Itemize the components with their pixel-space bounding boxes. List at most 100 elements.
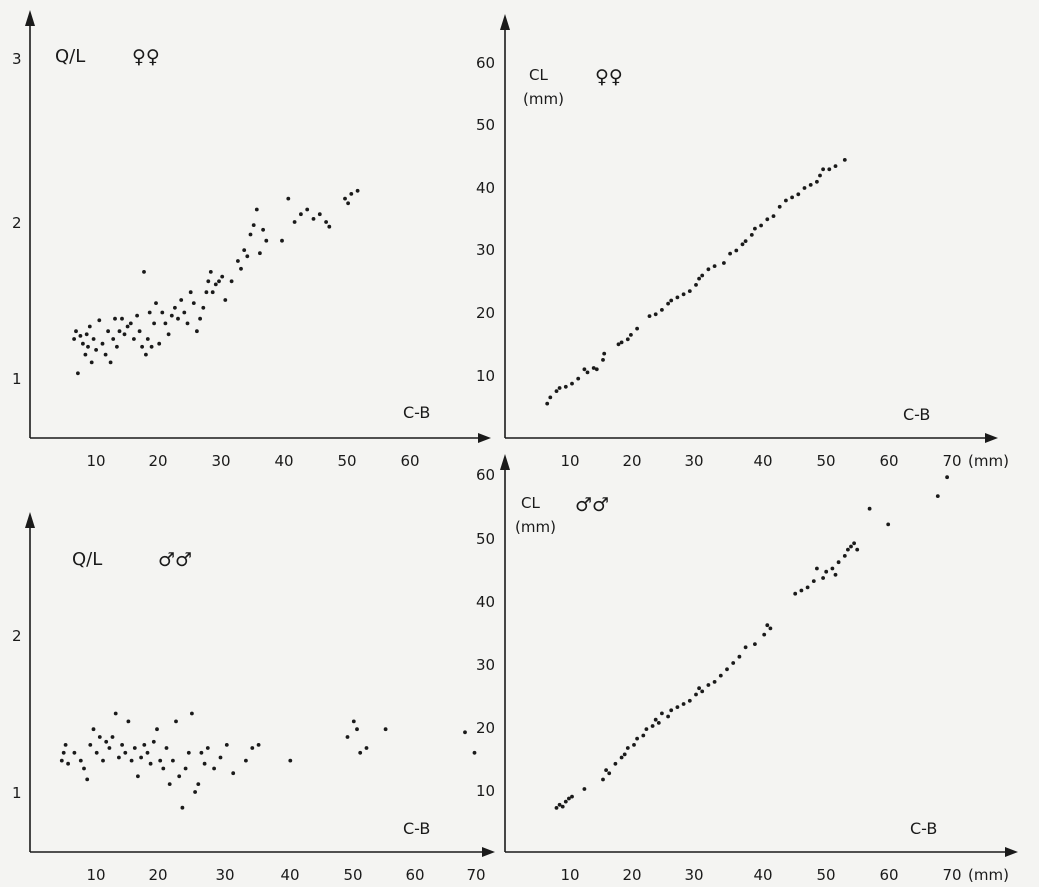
data-point xyxy=(327,224,332,229)
x-tick-label: 40 xyxy=(274,452,293,470)
x-tick-label: 40 xyxy=(753,452,772,470)
data-point xyxy=(174,719,178,724)
data-point xyxy=(554,389,559,393)
data-point xyxy=(171,758,175,763)
x-axis-arrow xyxy=(1005,847,1018,857)
data-point xyxy=(82,766,86,771)
data-point xyxy=(833,164,838,169)
data-point xyxy=(220,274,225,279)
data-point xyxy=(349,192,354,196)
x-tick-label: 30 xyxy=(211,452,230,470)
data-point xyxy=(790,195,794,200)
data-point xyxy=(355,727,359,732)
x-axis-arrow xyxy=(478,433,491,443)
data-point xyxy=(383,727,388,732)
y-tick-label: 10 xyxy=(476,782,495,800)
data-point xyxy=(827,167,832,172)
data-point xyxy=(157,341,162,346)
x-tick-label: 60 xyxy=(879,866,898,884)
data-point xyxy=(61,750,66,755)
x-tick-label: 50 xyxy=(816,452,835,470)
data-point xyxy=(91,727,96,732)
data-point xyxy=(59,758,64,763)
data-point xyxy=(811,579,816,583)
x-axis-arrow xyxy=(985,433,998,443)
data-point xyxy=(185,321,190,326)
data-point xyxy=(117,329,122,334)
y-tick-label: 40 xyxy=(476,593,495,611)
data-point xyxy=(182,310,187,315)
data-point xyxy=(317,212,322,217)
data-point xyxy=(616,342,621,347)
data-point xyxy=(842,158,847,162)
data-point xyxy=(601,358,605,362)
data-point xyxy=(675,705,680,709)
data-point xyxy=(808,183,813,187)
data-point xyxy=(264,238,269,243)
data-point xyxy=(641,733,646,738)
data-point xyxy=(190,711,194,716)
y-axis-arrow xyxy=(25,10,35,26)
data-point xyxy=(771,214,776,219)
x-tick-label: 60 xyxy=(400,452,419,470)
data-point xyxy=(836,560,841,565)
data-point xyxy=(629,333,633,337)
data-point xyxy=(132,746,137,750)
data-point xyxy=(653,312,658,317)
data-point xyxy=(125,324,130,329)
data-point xyxy=(155,727,159,732)
x-axis-arrow xyxy=(482,847,495,857)
data-point xyxy=(324,220,328,224)
data-point xyxy=(164,746,169,750)
data-point xyxy=(591,366,596,370)
data-point xyxy=(152,321,157,326)
x-axis-title: C-B xyxy=(403,403,430,422)
data-point xyxy=(169,313,174,318)
data-point xyxy=(145,750,150,755)
data-point xyxy=(198,316,203,321)
y-axis-unit: (mm) xyxy=(523,90,564,108)
data-point xyxy=(765,217,770,222)
data-point xyxy=(945,475,949,480)
data-point xyxy=(129,758,134,763)
data-point xyxy=(280,238,284,243)
data-point xyxy=(345,735,350,739)
data-point xyxy=(110,735,115,739)
data-point xyxy=(656,721,661,725)
data-point xyxy=(180,805,185,810)
data-point xyxy=(139,755,144,760)
data-point xyxy=(261,227,265,232)
data-point xyxy=(666,714,670,719)
data-point xyxy=(855,547,860,552)
data-point xyxy=(145,337,150,341)
data-point xyxy=(137,329,142,334)
data-point xyxy=(85,777,90,782)
y-axis-arrow xyxy=(25,512,35,528)
data-point xyxy=(694,283,698,287)
data-point xyxy=(147,310,152,315)
data-point xyxy=(644,727,649,731)
x-tick-label: 40 xyxy=(280,866,299,884)
data-point xyxy=(292,220,297,224)
data-point xyxy=(140,344,145,349)
y-tick-label: 3 xyxy=(12,50,22,68)
data-point xyxy=(158,758,163,763)
x-tick-label: 40 xyxy=(753,866,772,884)
data-point xyxy=(842,554,847,558)
y-tick-label: 1 xyxy=(12,784,22,802)
data-point xyxy=(160,310,165,315)
data-point xyxy=(132,337,136,341)
data-point xyxy=(149,344,154,349)
data-point xyxy=(712,680,717,684)
data-point xyxy=(653,717,658,722)
panel-top-left: 3 2 1 10 20 30 40 50 60 Q/L ♀♀ C-B xyxy=(12,10,491,470)
x-axis-title: C-B xyxy=(903,405,930,424)
data-point xyxy=(697,686,701,691)
data-point xyxy=(604,768,608,772)
panel-bottom-right: 10 20 30 40 50 60 10 20 30 40 50 60 70 (… xyxy=(476,454,1018,884)
data-point xyxy=(570,794,574,799)
data-point xyxy=(833,572,838,577)
data-point xyxy=(706,267,711,272)
data-point xyxy=(89,360,94,365)
